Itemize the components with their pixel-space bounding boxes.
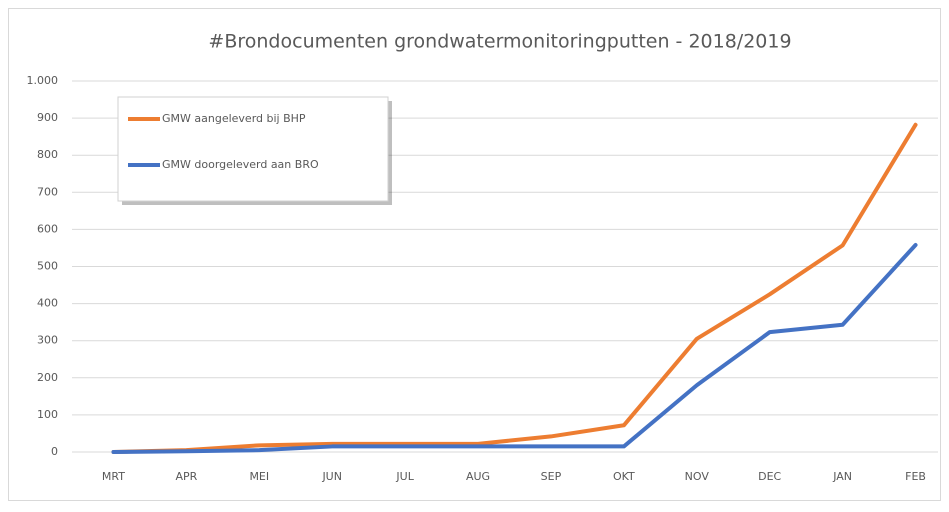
y-tick-label: 900 (37, 111, 58, 124)
y-tick-label: 100 (37, 408, 58, 421)
legend-label: GMW aangeleverd bij BHP (162, 112, 306, 125)
legend-box (117, 96, 389, 202)
legend: GMW aangeleverd bij BHP GMW doorgeleverd … (117, 96, 392, 205)
x-tick-label: NOV (685, 470, 710, 483)
x-tick-label: MEI (249, 470, 269, 483)
y-tick-label: 1.000 (27, 74, 59, 87)
line-series (111, 122, 918, 454)
x-tick-label: MRT (102, 470, 125, 483)
x-tick-label: DEC (758, 470, 781, 483)
x-tick-label: APR (175, 470, 197, 483)
x-tick-label: SEP (541, 470, 562, 483)
x-tick-label: OKT (613, 470, 635, 483)
x-tick-label: AUG (466, 470, 490, 483)
y-tick-label: 500 (37, 260, 58, 273)
x-tick-label: JUL (395, 470, 414, 483)
y-tick-label: 800 (37, 148, 58, 161)
legend-label: GMW doorgeleverd aan BRO (162, 158, 319, 171)
chart-title: #Brondocumenten grondwatermonitoringputt… (208, 31, 791, 53)
y-tick-label: 400 (37, 297, 58, 310)
y-tick-label: 200 (37, 371, 58, 384)
x-tick-label: JAN (832, 470, 852, 483)
x-tick-label: JUN (321, 470, 342, 483)
x-tick-label: FEB (905, 470, 926, 483)
y-tick-label: 600 (37, 222, 58, 235)
y-tick-label: 700 (37, 185, 58, 198)
line-series (111, 242, 918, 454)
y-tick-label: 300 (37, 334, 58, 347)
y-tick-label: 0 (51, 445, 58, 458)
chart-frame (8, 8, 941, 501)
